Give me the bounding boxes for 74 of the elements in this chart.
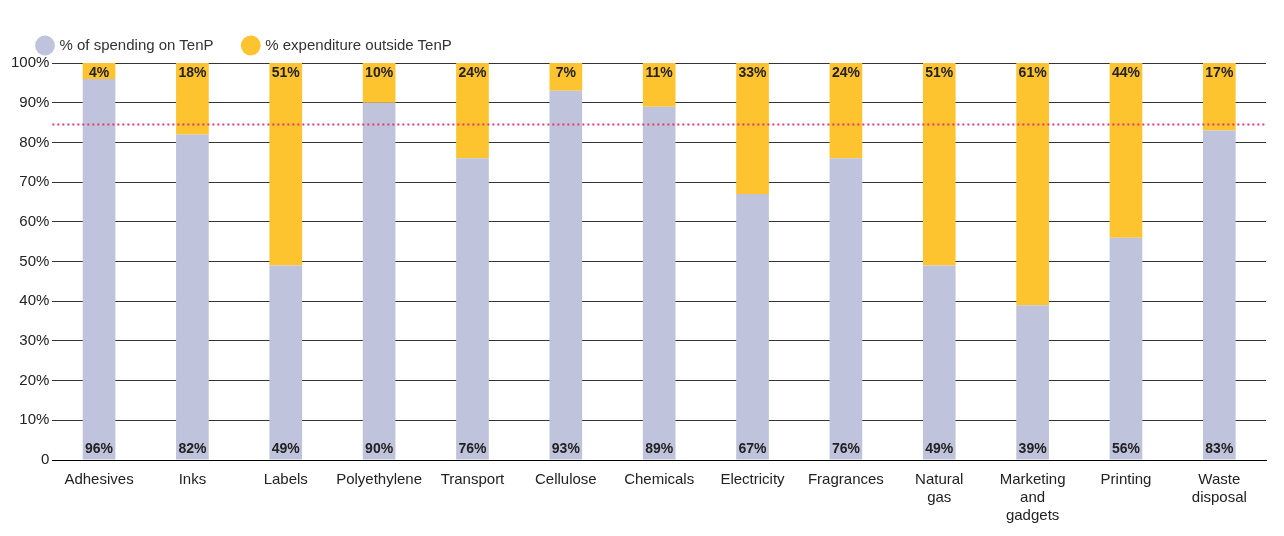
data-label: 67% (738, 440, 768, 457)
bar (1016, 305, 1049, 460)
y-tick-label: 10% (19, 410, 50, 428)
legend-label: % expenditure outside TenP (265, 35, 452, 53)
bar (269, 63, 303, 266)
bar (176, 63, 209, 135)
x-tick-label: Fragrances (807, 470, 884, 488)
data-label: 24% (458, 63, 488, 80)
data-label: 11% (645, 63, 674, 80)
data-label: 93% (551, 440, 581, 457)
bar (922, 63, 956, 266)
bar (362, 102, 396, 460)
bar (829, 158, 863, 460)
data-label: 51% (271, 63, 301, 80)
data-label: 18% (178, 63, 207, 80)
data-label: 24% (831, 63, 861, 80)
x-tick-label: Adhesives (64, 470, 134, 488)
bar (82, 78, 116, 460)
y-tick-label: 30% (19, 331, 50, 349)
data-label: 33% (738, 63, 768, 80)
bar (922, 265, 956, 460)
x-tick-label: Printing (1100, 470, 1152, 488)
y-tick-label: 100% (10, 53, 50, 71)
x-tick-label: Waste disposal (1191, 470, 1247, 506)
y-tick-label: 80% (19, 132, 50, 150)
x-tick-label: Polyethylene (336, 470, 423, 488)
data-label: 90% (365, 440, 394, 457)
bar (176, 134, 209, 460)
y-tick-label: 20% (19, 370, 50, 388)
x-tick-label: Inks (178, 470, 207, 488)
data-label: 4% (88, 63, 110, 80)
data-label: 96% (85, 440, 114, 457)
data-label: 17% (1205, 63, 1234, 80)
data-label: 7% (555, 63, 577, 80)
x-tick-label: Cellulose (534, 470, 597, 488)
bar (1109, 63, 1143, 238)
x-tick-label: Natural gas (915, 470, 964, 506)
data-label: 83% (1205, 440, 1234, 457)
x-tick-label: Electricity (720, 470, 786, 488)
bar (549, 90, 583, 460)
data-label: 61% (1018, 63, 1048, 80)
y-tick-label: 40% (19, 291, 50, 309)
x-tick-label: Marketing and gadgets (999, 470, 1066, 524)
data-label: 39% (1018, 440, 1048, 457)
legend-label: % of spending on TenP (59, 35, 214, 53)
bar (1016, 63, 1049, 306)
bar (736, 63, 769, 195)
bar (736, 194, 769, 460)
bar (642, 106, 676, 460)
bar (456, 158, 489, 460)
bar (1109, 237, 1143, 460)
bar (456, 63, 489, 159)
data-label: 89% (645, 440, 674, 457)
bar (269, 265, 303, 460)
y-tick-label: 60% (19, 211, 50, 229)
x-tick-label: Transport (440, 470, 506, 488)
y-tick-label: 90% (19, 92, 50, 110)
y-tick-label: 0 (41, 450, 50, 468)
bar (829, 63, 863, 159)
y-tick-label: 50% (19, 251, 50, 269)
x-tick-label: Labels (263, 470, 308, 488)
bar (1202, 130, 1236, 460)
y-tick-label: 70% (19, 172, 50, 190)
x-tick-label: Chemicals (624, 470, 695, 488)
data-label: 76% (458, 440, 488, 457)
data-label: 76% (831, 440, 861, 457)
data-label: 56% (1111, 440, 1141, 457)
data-label: 44% (1111, 63, 1141, 80)
data-label: 49% (925, 440, 954, 457)
data-label: 49% (271, 440, 301, 457)
data-label: 10% (365, 63, 394, 80)
data-label: 82% (178, 440, 207, 457)
data-label: 51% (925, 63, 954, 80)
bar (1202, 63, 1236, 131)
